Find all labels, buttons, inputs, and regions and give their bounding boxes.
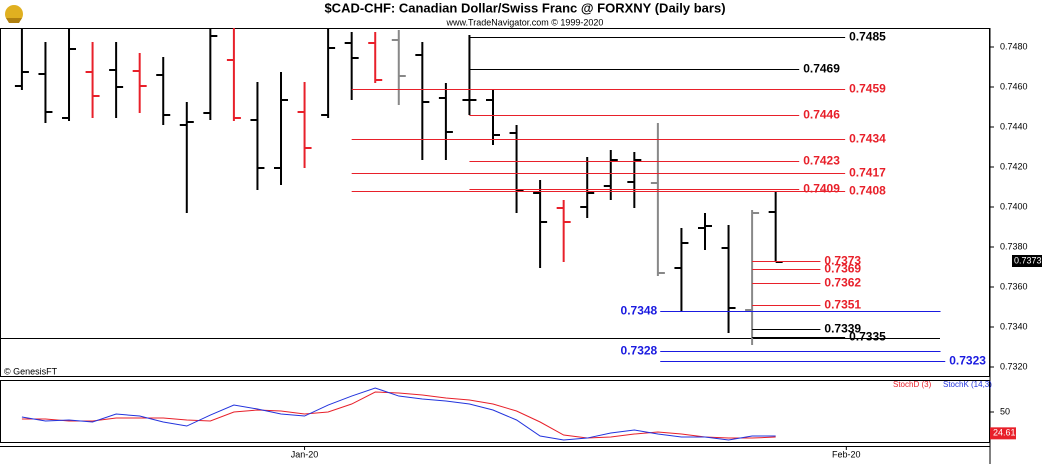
legend-entry: StochK (14,3) [943, 380, 992, 389]
ohlc-bar [438, 83, 453, 160]
ohlc-bar [38, 42, 53, 123]
level-label: 0.7323 [949, 354, 986, 368]
legend-entry: StochD (3) [893, 380, 932, 389]
last-value-label: 24.61 [993, 428, 1016, 438]
level-label: 0.7335 [849, 330, 886, 344]
ohlc-bar [226, 28, 241, 121]
level-label: 0.7362 [824, 276, 861, 290]
level-label: 0.7417 [849, 166, 886, 180]
ohlc-bar [297, 82, 312, 168]
level-label: 0.7339 [824, 322, 861, 336]
y-tick-label: 0.7360 [1000, 281, 1028, 291]
level-label: 0.7409 [803, 182, 840, 196]
ohlc-bar [344, 32, 359, 100]
last-value-box [1012, 255, 1042, 267]
logo [5, 5, 23, 23]
ohlc-bar [85, 42, 100, 118]
x-tick-label: Jan-20 [291, 449, 319, 459]
ohlc-bar [674, 228, 689, 312]
ohlc-bar [697, 213, 712, 250]
ohlc-bar [580, 157, 595, 218]
ohlc-bar [462, 35, 477, 115]
ohlc-bar [321, 28, 336, 118]
y-tick-label: 0.7340 [1000, 321, 1028, 331]
ohlc-bar [156, 57, 171, 125]
ohlc-bar [62, 29, 77, 121]
ohlc-bar [132, 53, 147, 113]
last-value-box [990, 427, 1016, 440]
ohlc-bar [368, 32, 383, 83]
level-label: 0.7408 [849, 184, 886, 198]
y-tick-label: 0.7320 [1000, 361, 1028, 371]
source-label: © GenesisFT [4, 366, 58, 376]
last-value-label: 0.7373 [1014, 255, 1042, 265]
y-tick-label: 0.7400 [1000, 201, 1028, 211]
ohlc-bar [203, 28, 218, 120]
y-tick-label: 0.7440 [1000, 121, 1028, 131]
ohlc-bar [391, 30, 406, 105]
ohlc-bar [415, 42, 430, 160]
ohlc-bar [533, 180, 548, 268]
ohlc-bar [109, 42, 124, 118]
ohlc-bar [179, 102, 194, 213]
level-label: 0.7351 [824, 298, 861, 312]
y-tick-label: 50 [1000, 406, 1010, 416]
chart-title: $CAD-CHF: Canadian Dollar/Swiss Franc @ … [324, 0, 725, 15]
level-label: 0.7446 [803, 108, 840, 122]
level-label: 0.7434 [849, 132, 886, 146]
level-label: 0.7469 [803, 62, 840, 76]
ohlc-bar [556, 200, 571, 262]
chart-subtitle: www.TradeNavigator.com © 1999-2020 [446, 17, 604, 27]
level-label: 0.7328 [621, 344, 658, 358]
ohlc-bar [721, 225, 736, 333]
ohlc-bar [274, 72, 289, 185]
level-label: 0.7459 [849, 82, 886, 96]
indicator-line [21, 387, 776, 441]
level-label: 0.7485 [849, 30, 886, 44]
level-label: 0.7423 [803, 154, 840, 168]
ohlc-bar [485, 90, 500, 145]
ohlc-bar [14, 28, 29, 90]
ohlc-bar [250, 82, 265, 190]
y-tick-label: 0.7460 [1000, 81, 1028, 91]
y-tick-label: 0.7420 [1000, 161, 1028, 171]
ohlc-bar [745, 210, 760, 345]
y-tick-label: 0.7380 [1000, 241, 1028, 251]
y-tick-label: 0.7480 [1000, 41, 1028, 51]
level-label: 0.7369 [824, 262, 861, 276]
level-label: 0.7348 [621, 304, 658, 318]
ohlc-bar [650, 123, 665, 276]
level-label: 0.7373 [824, 254, 861, 268]
price-bars [14, 28, 783, 345]
x-tick-label: Feb-20 [832, 449, 861, 459]
